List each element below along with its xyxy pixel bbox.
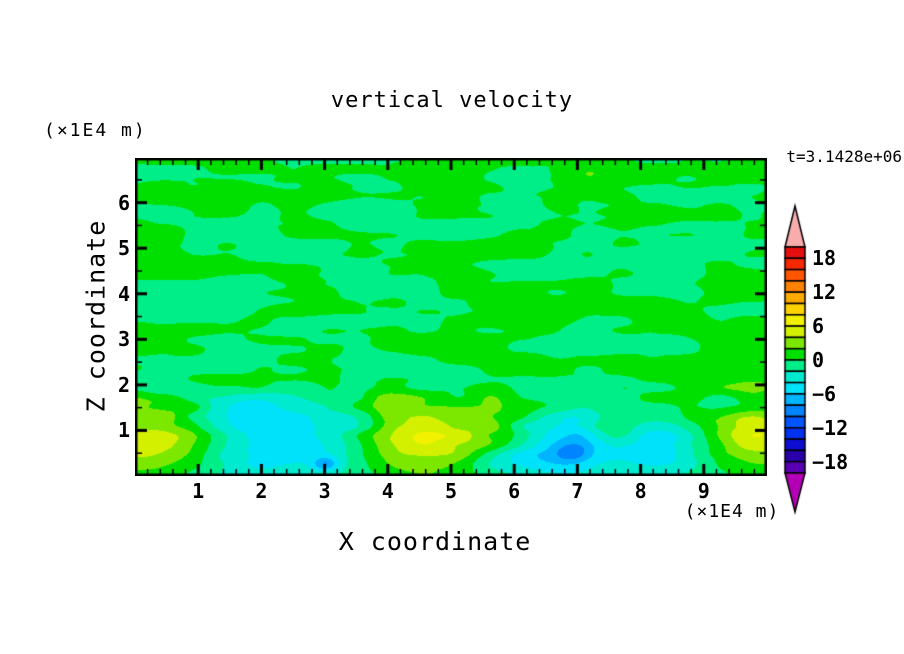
x-tick-label: 2 (255, 479, 268, 503)
y-tick-label: 3 (117, 327, 130, 352)
x-tick-label: 5 (444, 479, 458, 503)
colorbar-canvas (780, 200, 824, 520)
colorbar-tick-label: −12 (812, 415, 849, 440)
x-tick-label: 3 (318, 479, 331, 503)
x-tick-label: 6 (508, 479, 521, 503)
y-tick-label: 2 (117, 372, 130, 397)
colorbar-tick-label: 18 (812, 246, 837, 271)
y-tick-label: 1 (117, 418, 130, 443)
contour-field-canvas (135, 158, 767, 476)
plot-title: vertical velocity (330, 88, 574, 113)
colorbar-tick-label: −18 (812, 449, 849, 474)
y-tick-label: 5 (117, 236, 130, 261)
y-axis-unit-label: (×1E4 m) (44, 120, 147, 141)
x-tick-label: 9 (697, 479, 710, 503)
time-annotation: t=3.1428e+06 (786, 147, 902, 166)
x-tick-label: 7 (571, 479, 584, 503)
x-tick-label: 8 (634, 479, 647, 503)
colorbar-tick-label: 12 (812, 280, 837, 305)
y-tick-label: 4 (117, 281, 130, 306)
x-tick-label: 1 (192, 479, 205, 503)
colorbar-tick-label: 6 (812, 314, 825, 339)
colorbar-tick-label: 0 (812, 348, 825, 372)
x-tick-label: 4 (381, 479, 394, 503)
x-axis-unit-label: (×1E4 m) (684, 501, 780, 522)
x-axis-title: X coordinate (338, 527, 532, 556)
y-tick-label: 6 (117, 190, 130, 215)
colorbar-tick-label: −6 (812, 381, 837, 406)
